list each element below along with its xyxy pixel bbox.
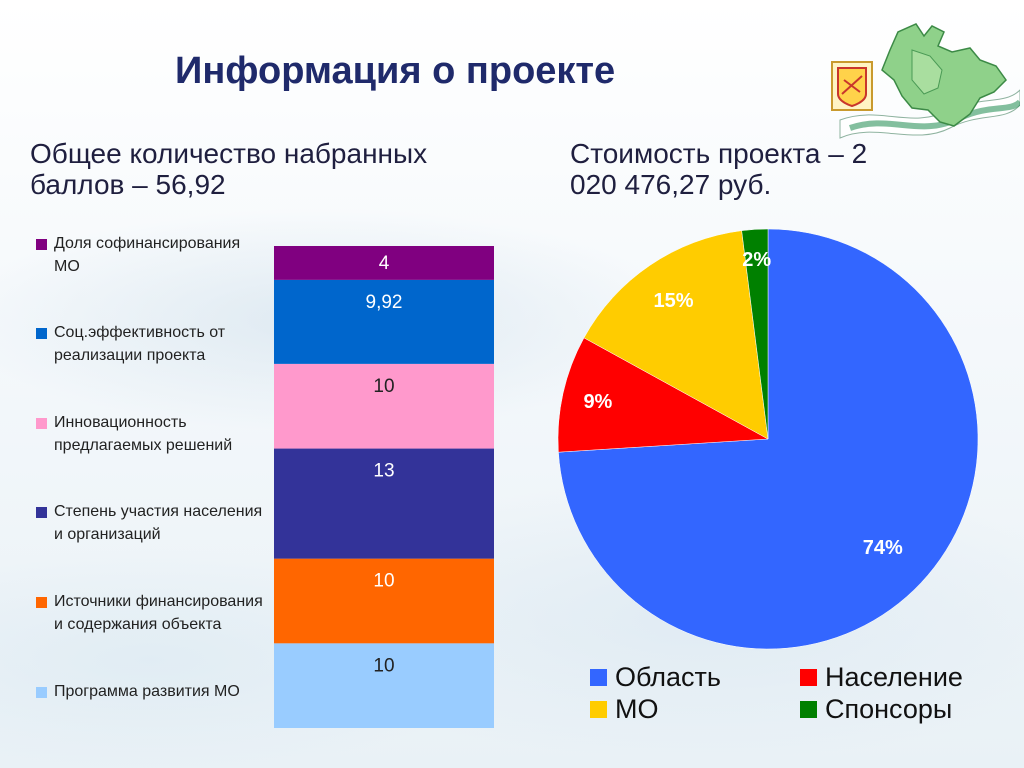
bar-segment: [274, 558, 494, 644]
pie-slice: [583, 230, 769, 440]
legend-item: Источники финансирования и содержания об…: [36, 591, 266, 636]
legend-swatch: [800, 669, 817, 686]
bar-value-label: 10: [373, 376, 394, 397]
bar-segment: [274, 643, 494, 728]
legend-swatch: [36, 328, 47, 339]
pie-chart: 74% 9% 15% 2%: [557, 228, 979, 650]
legend-item: МО: [590, 694, 659, 724]
legend-item: Степень участия населения и организаций: [36, 501, 266, 546]
pie-value-label: 9%: [583, 391, 612, 413]
legend-label: Соц.эффективность от реализации проекта: [54, 324, 226, 364]
legend-item: Область: [590, 662, 721, 692]
bar-segment: [274, 279, 494, 364]
page-title: Информация о проекте: [175, 50, 616, 92]
pie-chart-subtitle: Стоимость проекта – 2 020 476,27 руб.: [570, 138, 868, 200]
legend-swatch: [36, 239, 47, 250]
legend-item: Соц.эффективность от реализации проекта: [36, 322, 266, 367]
bar-value-label: 10: [373, 571, 394, 592]
legend-label: Степень участия населения и организаций: [54, 503, 263, 543]
bar-value-label: 9,92: [366, 292, 403, 313]
kirov-region-map-icon: [831, 23, 1020, 139]
legend-item: Население: [800, 662, 963, 692]
legend-label: Программа развития МО: [54, 683, 240, 700]
bar-segment: [274, 246, 494, 280]
bar-value-label: 4: [379, 253, 390, 274]
pie-slice: [741, 228, 769, 440]
legend-swatch: [36, 687, 47, 698]
legend-item: Инновационность предлагаемых решений: [36, 412, 266, 457]
legend-item: Спонсоры: [800, 694, 952, 724]
pie-value-label: 74%: [863, 537, 903, 559]
legend-label: МО: [615, 694, 659, 724]
legend-label: Инновационность предлагаемых решений: [54, 414, 233, 454]
bar-segment: [274, 363, 494, 449]
legend-label: Население: [825, 662, 963, 692]
legend-swatch: [36, 507, 47, 518]
legend-label: Источники финансирования и содержания об…: [54, 593, 263, 633]
bar-value-label: 10: [373, 655, 394, 676]
pie-slice: [557, 337, 769, 453]
stacked-bar-chart: 10 10 13 10 9,92 4: [274, 246, 494, 728]
legend-label: Спонсоры: [825, 694, 953, 724]
legend-swatch: [36, 418, 47, 429]
bar-value-label: 13: [373, 461, 394, 482]
pie-value-label: 15%: [654, 290, 694, 312]
bar-segment: [274, 448, 494, 559]
legend-swatch: [590, 701, 607, 718]
legend-swatch: [800, 701, 817, 718]
legend-item: Доля софинансирования МО: [36, 233, 266, 278]
bar-chart-subtitle: Общее количество набранных баллов – 56,9…: [30, 138, 428, 200]
legend-label: Доля софинансирования МО: [54, 235, 241, 275]
legend-item: Программа развития МО: [36, 681, 266, 704]
pie-value-label: 2%: [742, 249, 771, 271]
legend-swatch: [36, 597, 47, 608]
legend-label: Область: [615, 662, 721, 692]
legend-swatch: [590, 669, 607, 686]
pie-chart-legend: Область Население МО Спонсоры: [590, 662, 1010, 726]
